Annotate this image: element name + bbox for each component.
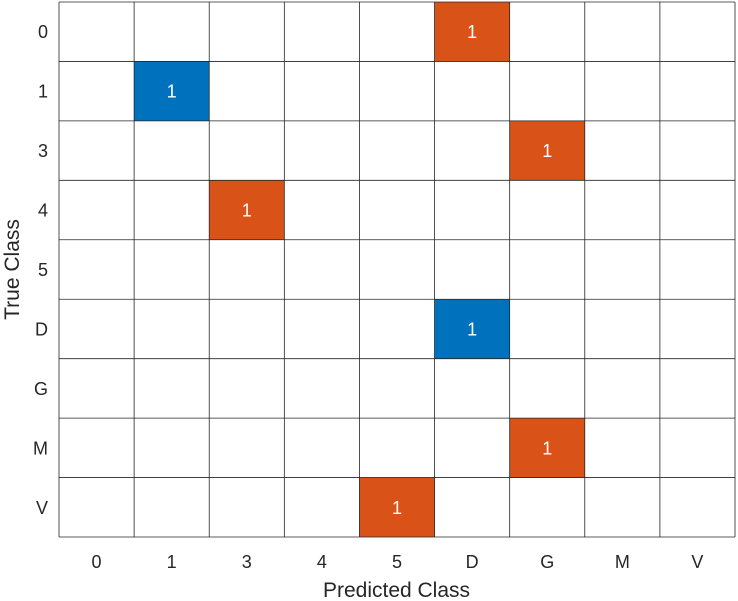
y-tick-label: G xyxy=(34,379,48,399)
matrix-cell-0-D xyxy=(434,2,510,62)
cell-value-4-3: 1 xyxy=(242,201,252,221)
cell-value-D-D: 1 xyxy=(467,319,477,339)
y-tick-label: 5 xyxy=(38,260,48,280)
cell-values: 1 1 1 1 1 1 1 xyxy=(167,22,553,518)
y-axis-title: True Class xyxy=(1,219,24,320)
x-tick-label: 0 xyxy=(92,552,102,572)
cell-value-V-5: 1 xyxy=(392,498,402,518)
y-tick-label: D xyxy=(35,319,48,339)
y-tick-label: 0 xyxy=(38,22,48,42)
cell-value-0-D: 1 xyxy=(467,22,477,42)
x-tick-label: 5 xyxy=(392,552,402,572)
cells-layer xyxy=(59,2,735,537)
x-tick-label: 1 xyxy=(167,552,177,572)
cell-value-M-G: 1 xyxy=(542,438,552,458)
x-tick-label: M xyxy=(615,552,630,572)
cell-value-1-1: 1 xyxy=(167,82,177,102)
cell-value-3-G: 1 xyxy=(542,141,552,161)
matrix-cell-1-1 xyxy=(134,61,210,121)
y-tick-label: M xyxy=(33,438,48,458)
matrix-cell-D-D xyxy=(434,299,510,359)
x-tick-label: V xyxy=(691,552,703,572)
x-tick-label: 4 xyxy=(317,552,327,572)
x-axis-title: Predicted Class xyxy=(323,579,470,601)
x-tick-label: D xyxy=(466,552,479,572)
y-tick-label: V xyxy=(36,498,48,518)
y-tick-label: 1 xyxy=(38,82,48,102)
y-tick-label: 4 xyxy=(38,201,48,221)
matrix-cell-V-5 xyxy=(359,477,435,537)
x-tick-label: G xyxy=(540,552,554,572)
matrix-cell-M-G xyxy=(509,418,585,478)
x-tick-labels: 0 1 3 4 5 D G M V xyxy=(92,552,704,572)
x-tick-label: 3 xyxy=(242,552,252,572)
matrix-cell-3-G xyxy=(509,120,585,181)
matrix-cell-4-3 xyxy=(209,180,285,240)
y-tick-labels: 0 1 3 4 5 D G M V xyxy=(33,22,48,518)
y-tick-label: 3 xyxy=(38,141,48,161)
grid-lines xyxy=(58,1,736,538)
